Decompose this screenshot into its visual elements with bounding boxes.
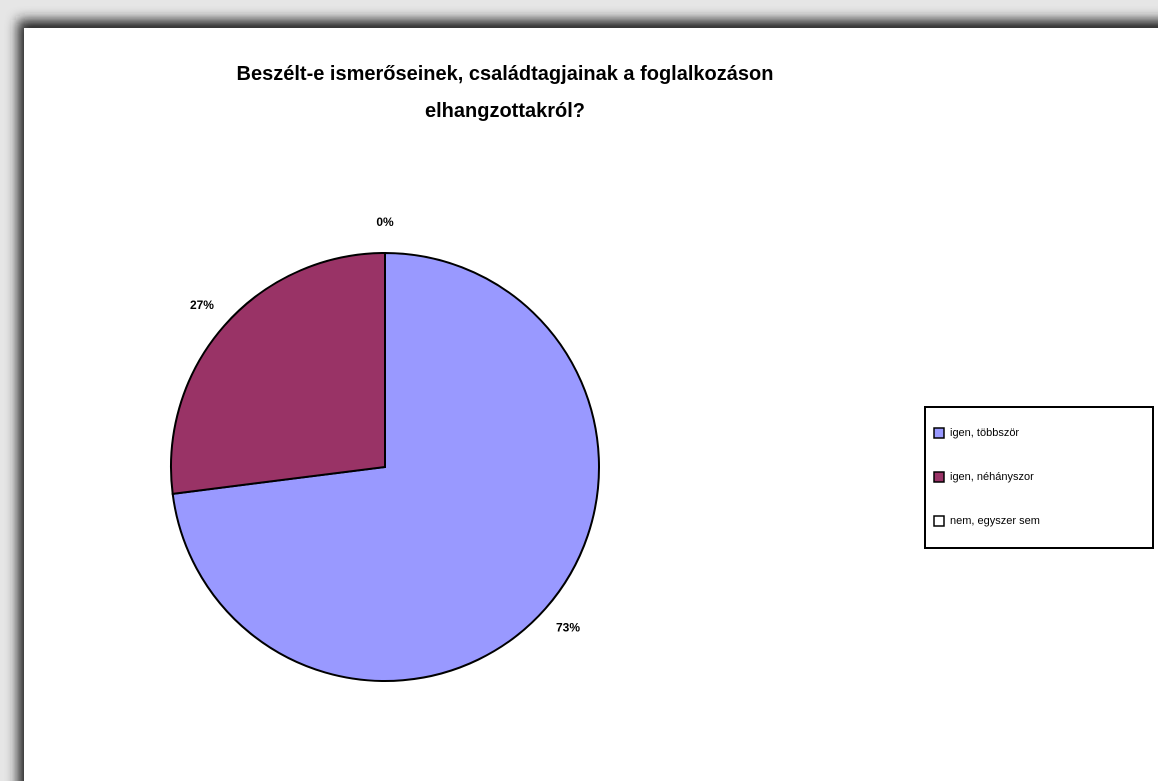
legend-box bbox=[924, 406, 1154, 549]
data-label: 27% bbox=[190, 298, 214, 312]
chart-title: Beszélt-e ismerőseinek, családtagjainak … bbox=[237, 63, 774, 122]
legend-label: igen, néhányszor bbox=[950, 471, 1034, 483]
data-label: 0% bbox=[376, 215, 394, 229]
data-label: 73% bbox=[556, 621, 580, 635]
legend-swatch bbox=[933, 427, 945, 439]
chart-title-text: Beszélt-e ismerőseinek, családtagjainak … bbox=[237, 63, 774, 122]
legend-swatch bbox=[933, 471, 945, 483]
pie-slice bbox=[170, 251, 386, 495]
legend-label: nem, egyszer sem bbox=[950, 515, 1040, 527]
legend-label: igen, többször bbox=[950, 427, 1019, 439]
legend-swatch bbox=[933, 515, 945, 527]
